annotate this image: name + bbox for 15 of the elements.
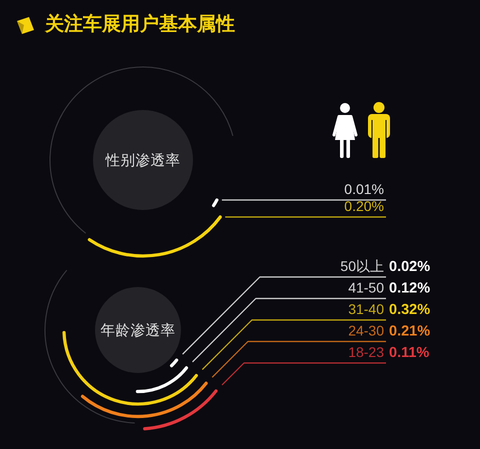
category-label: 41-50 xyxy=(348,280,384,296)
category-label: 50以上 xyxy=(340,258,384,274)
title: 性别渗透率 xyxy=(106,153,180,169)
category-label: 24-30 xyxy=(348,322,384,338)
value-label: 0.01% xyxy=(344,181,384,197)
value-label: 0.02% xyxy=(389,259,430,275)
value-label: 0.21% xyxy=(389,324,430,340)
value-label: 0.20% xyxy=(344,198,384,214)
category-label: 18-23 xyxy=(348,344,384,360)
title: 年龄渗透率 xyxy=(100,323,176,339)
value-label: 0.12% xyxy=(389,280,430,296)
value-label: 0.32% xyxy=(389,302,430,318)
title: 关注车展用户基本属性 xyxy=(45,14,235,35)
category-label: 31-40 xyxy=(348,301,384,317)
value-label: 0.11% xyxy=(389,345,430,361)
